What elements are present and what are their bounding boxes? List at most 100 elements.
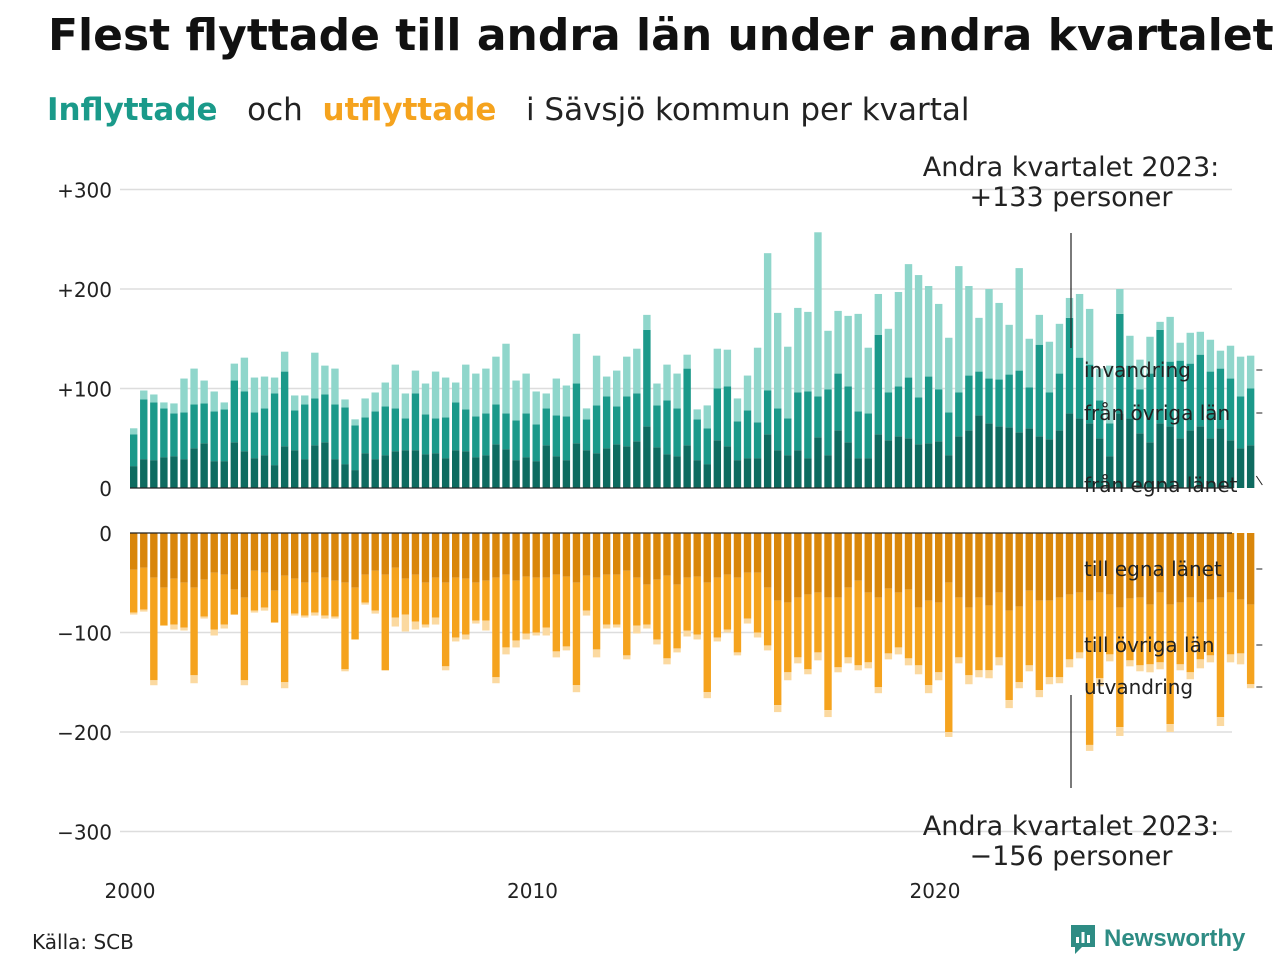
bar-in-0: [884, 440, 893, 488]
bar-in-2: [270, 377, 279, 394]
bar-in-0: [995, 426, 1003, 488]
bar-out-1: [140, 567, 148, 610]
logo-text: Newsworthy: [1104, 925, 1246, 952]
bar-out-1: [582, 575, 591, 611]
bar-out-2: [1075, 652, 1084, 659]
bar-out-0: [411, 533, 420, 575]
x-tick-label: 2000: [105, 879, 156, 903]
bar-in-1: [743, 410, 752, 459]
bar-out-1: [341, 582, 349, 670]
bar-in-0: [582, 450, 591, 488]
bar-in-2: [935, 303, 943, 390]
bar-in-1: [180, 412, 188, 460]
series-label: från övriga län: [1084, 401, 1230, 425]
bar-out-1: [1246, 604, 1255, 685]
chart-title: Flest flyttade till andra län under andr…: [48, 10, 1274, 61]
bar-out-0: [341, 533, 349, 583]
bar-in-0: [250, 458, 259, 488]
bar-out-2: [502, 647, 510, 655]
bar-in-0: [1236, 448, 1245, 488]
bar-in-0: [311, 445, 319, 488]
bar-in-2: [401, 393, 410, 419]
bar-out-1: [361, 574, 369, 603]
bar-out-1: [160, 587, 168, 626]
bar-in-0: [623, 446, 631, 488]
bar-out-2: [1216, 717, 1225, 727]
bar-in-2: [502, 343, 510, 414]
bar-in-2: [844, 315, 852, 387]
bar-out-0: [713, 533, 722, 578]
bar-out-1: [824, 597, 832, 711]
bar-in-2: [663, 364, 671, 401]
bar-out-1: [462, 578, 470, 635]
bar-in-0: [854, 458, 862, 488]
bar-out-2: [1136, 665, 1144, 672]
bar-out-2: [673, 648, 681, 653]
bar-out-1: [1045, 600, 1054, 678]
axes: 0 +100 +200 +300 0 −100 −200 −300 2000 2010 2020: [57, 179, 1232, 903]
bar-out-1: [522, 576, 530, 634]
bar-in-2: [321, 365, 329, 395]
bar-out-0: [794, 533, 802, 598]
bar-out-1: [592, 577, 601, 650]
bar-in-1: [1206, 371, 1215, 439]
bar-out-2: [914, 665, 923, 675]
bar-in-1: [472, 416, 480, 458]
bar-out-0: [462, 533, 470, 579]
bar-in-2: [1025, 338, 1033, 388]
bar-in-1: [1216, 368, 1225, 429]
bar-out-0: [482, 533, 490, 581]
bar-out-1: [1065, 594, 1074, 660]
bar-out-1: [804, 594, 812, 670]
bar-out-0: [693, 533, 701, 577]
bar-in-2: [703, 405, 711, 429]
bar-out-0: [864, 533, 872, 593]
annotation-bottom-line1: Andra kvartalet 2023:: [923, 811, 1219, 842]
bar-out-1: [512, 580, 520, 641]
bar-out-1: [894, 592, 903, 648]
bar-in-1: [854, 411, 862, 459]
bar-in-1: [824, 389, 832, 456]
bar-in-0: [794, 450, 802, 488]
bar-out-0: [613, 533, 621, 575]
bar-out-2: [311, 612, 319, 616]
bar-in-2: [713, 348, 722, 389]
bar-out-1: [472, 582, 480, 621]
bar-out-0: [401, 533, 410, 579]
bar-out-0: [995, 533, 1003, 593]
bar-in-1: [894, 386, 903, 437]
bar-in-2: [462, 364, 470, 410]
bar-out-0: [260, 533, 269, 573]
bar-out-0: [180, 533, 188, 583]
bar-out-1: [452, 577, 460, 638]
bar-in-2: [361, 398, 369, 418]
bar-in-2: [170, 403, 178, 414]
bar-out-0: [945, 533, 953, 583]
bar-out-1: [1156, 592, 1164, 663]
bar-out-0: [311, 533, 319, 573]
bar-out-1: [291, 578, 299, 614]
y-tick-label: 0: [99, 477, 112, 501]
bar-in-1: [220, 409, 228, 462]
bar-out-0: [280, 533, 289, 576]
bar-out-0: [683, 533, 691, 578]
bar-in-1: [1045, 392, 1054, 440]
bar-out-0: [150, 533, 158, 578]
bar-in-0: [975, 415, 983, 488]
bar-in-0: [1025, 428, 1033, 488]
bar-in-1: [703, 428, 711, 465]
bar-out-0: [1176, 533, 1184, 603]
bar-in-2: [1065, 297, 1074, 318]
bar-out-1: [965, 607, 973, 676]
bar-out-2: [904, 658, 913, 666]
bar-in-0: [1055, 430, 1064, 488]
bar-in-0: [512, 460, 520, 488]
bar-out-1: [874, 597, 883, 688]
bar-in-2: [914, 275, 923, 398]
bar-out-1: [401, 578, 410, 615]
bar-in-2: [794, 307, 802, 393]
bar-in-0: [864, 458, 872, 488]
bar-in-2: [965, 286, 973, 376]
bar-out-0: [1136, 533, 1144, 598]
bar-in-0: [291, 450, 299, 488]
